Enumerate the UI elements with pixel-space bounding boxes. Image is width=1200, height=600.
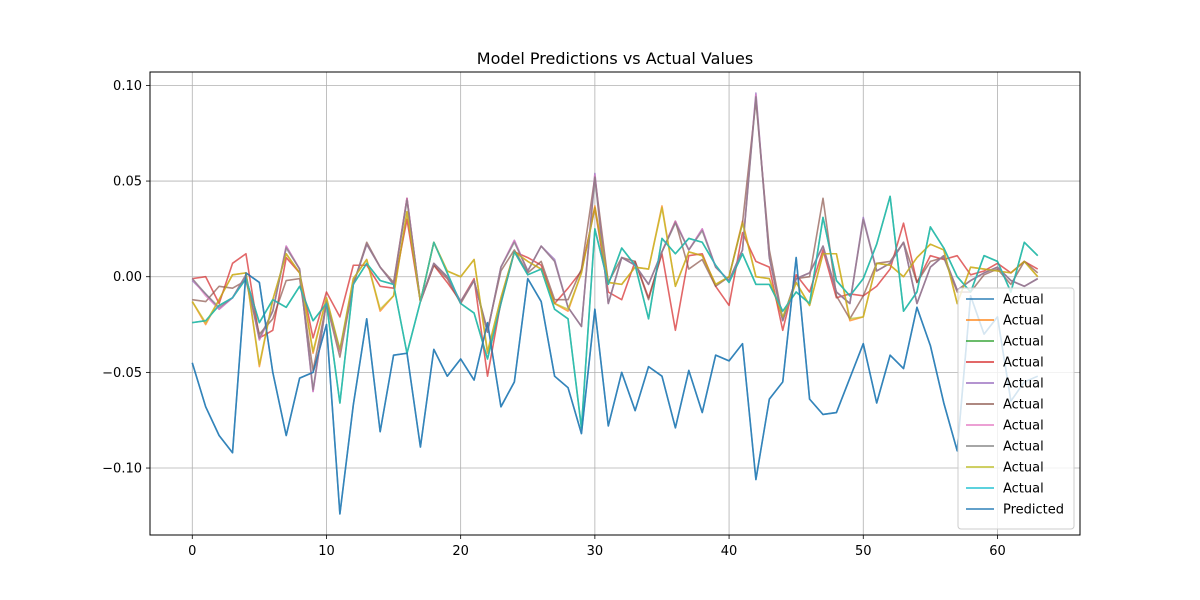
y-tick-label: 0.05	[113, 175, 142, 190]
ticks: 0 10 20 30 40 50 60 −0.10 −0.05 0.00 0.05 0.10	[102, 79, 1006, 559]
x-tick-label: 20	[452, 544, 469, 559]
legend-label: Actual	[1003, 482, 1044, 497]
y-tick-label: 0.00	[113, 270, 142, 285]
x-tick-label: 40	[721, 544, 738, 559]
legend-label: Actual	[1003, 419, 1044, 434]
x-tick-label: 60	[989, 544, 1006, 559]
legend-label: Actual	[1003, 461, 1044, 476]
legend-box	[957, 287, 1075, 530]
y-tick-label: 0.10	[113, 79, 142, 94]
legend-label: Actual	[1003, 314, 1044, 329]
y-tick-label: −0.10	[102, 462, 142, 477]
legend-label: Predicted	[1003, 503, 1064, 518]
legend-label: Actual	[1003, 356, 1044, 371]
series-line-10	[192, 195, 1039, 429]
x-tick-label: 10	[318, 544, 335, 559]
legend-label: Actual	[1003, 377, 1044, 392]
legend-label: Actual	[1003, 293, 1044, 308]
legend-label: Actual	[1003, 335, 1044, 350]
x-tick-label: 50	[855, 544, 872, 559]
y-tick-label: −0.05	[102, 366, 142, 381]
legend-label: Actual	[1003, 440, 1044, 455]
series-line-11	[191, 256, 1039, 515]
legend-label: Actual	[1003, 398, 1044, 413]
chart-title: Model Predictions vs Actual Values	[477, 49, 753, 68]
x-tick-label: 0	[188, 544, 196, 559]
series-line-4	[192, 207, 1039, 378]
series-lines	[191, 92, 1039, 515]
legend: Actual Actual Actual Actual Actual Actual Actu…	[957, 287, 1075, 530]
axes-frame	[149, 71, 1081, 536]
series-line-9	[191, 207, 1039, 366]
x-tick-label: 30	[587, 544, 604, 559]
